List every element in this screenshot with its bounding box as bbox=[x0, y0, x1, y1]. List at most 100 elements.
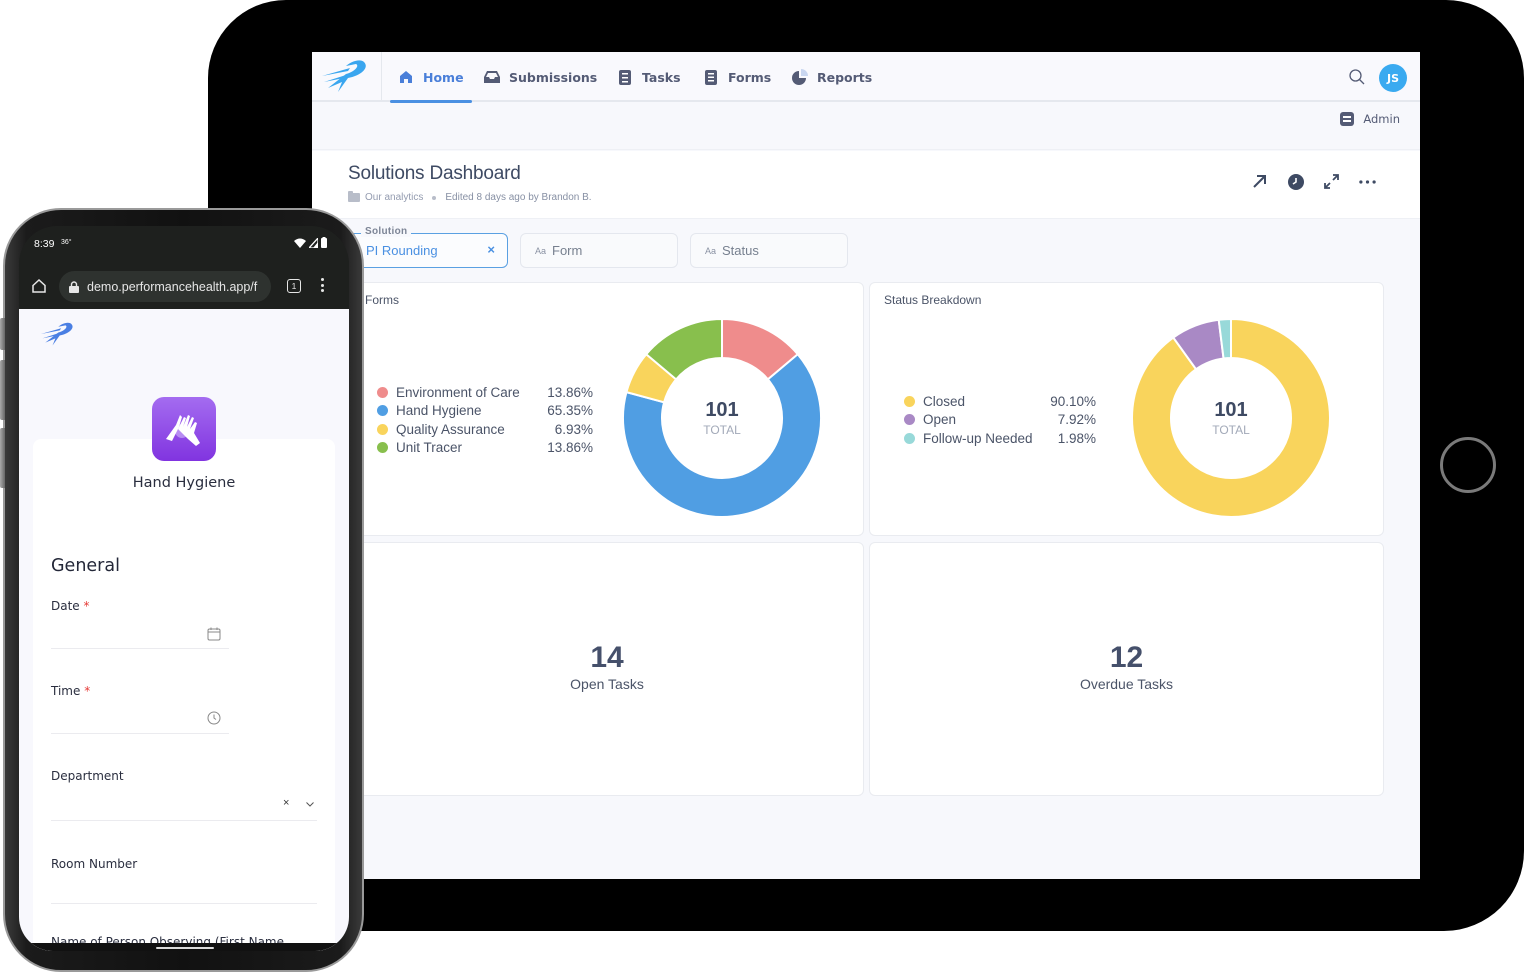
fullscreen-button[interactable] bbox=[1323, 173, 1340, 190]
more-button[interactable] bbox=[1359, 173, 1376, 190]
status-donut-chart[interactable]: 101 TOTAL bbox=[1131, 317, 1331, 518]
home-icon bbox=[398, 69, 414, 85]
legend-item[interactable]: Closed 90.10% bbox=[904, 392, 1096, 411]
donut-total-label: TOTAL bbox=[1212, 423, 1250, 437]
tablet-home-button[interactable] bbox=[1440, 437, 1496, 493]
legend-item[interactable]: Unit Tracer 13.86% bbox=[377, 439, 593, 458]
more-icon bbox=[1359, 179, 1376, 184]
collection-link[interactable]: Our analytics bbox=[365, 192, 424, 203]
nav-submissions-label: Submissions bbox=[509, 69, 598, 85]
department-label: Department bbox=[51, 769, 124, 783]
clear-selection-icon[interactable]: × bbox=[283, 797, 290, 809]
filter-form-placeholder: Form bbox=[552, 243, 583, 258]
legend-item[interactable]: Quality Assurance 6.93% bbox=[377, 420, 593, 439]
status-icons bbox=[294, 237, 327, 248]
share-arrow-icon bbox=[1253, 175, 1266, 188]
history-button[interactable] bbox=[1287, 173, 1304, 190]
phone-side-button[interactable] bbox=[0, 318, 5, 350]
calendar-icon[interactable] bbox=[207, 627, 221, 641]
open-tasks-card[interactable]: 14 Open Tasks bbox=[350, 542, 864, 796]
kpi-label: Overdue Tasks bbox=[1079, 676, 1174, 692]
donut-segment[interactable] bbox=[622, 352, 822, 518]
filter-solution-value: PI Rounding bbox=[366, 243, 438, 258]
time-field[interactable] bbox=[51, 733, 229, 734]
donut-center: 101 TOTAL bbox=[622, 318, 822, 518]
share-button[interactable] bbox=[1251, 173, 1268, 190]
legend-item[interactable]: Environment of Care 13.86% bbox=[377, 383, 593, 402]
nav-tasks[interactable]: Tasks bbox=[617, 52, 681, 102]
legend-item[interactable]: Hand Hygiene 65.35% bbox=[377, 402, 593, 421]
browser-menu-button[interactable] bbox=[321, 278, 324, 292]
clear-filter-icon[interactable]: × bbox=[487, 242, 495, 257]
date-field[interactable] bbox=[51, 648, 229, 649]
text-type-icon: Aa bbox=[535, 245, 547, 256]
legend-item[interactable]: Open 7.92% bbox=[904, 411, 1096, 430]
nav-reports[interactable]: Reports bbox=[792, 52, 872, 102]
admin-label: Admin bbox=[1363, 112, 1400, 126]
tablet-screen: Home Submissions Tasks Forms Reports bbox=[312, 52, 1420, 879]
room-number-label: Room Number bbox=[51, 857, 138, 871]
legend-pct: 65.35% bbox=[547, 403, 593, 419]
kpi-value: 12 bbox=[1109, 641, 1144, 674]
donut-total: 101 bbox=[1214, 399, 1248, 421]
legend-label: Follow-up Needed bbox=[923, 430, 1033, 446]
top-navigation: Home Submissions Tasks Forms Reports bbox=[312, 52, 1420, 103]
legend-dot bbox=[377, 386, 388, 398]
donut-center: 101 TOTAL bbox=[1131, 318, 1331, 518]
text-type-icon: Aa bbox=[705, 245, 717, 256]
phone-screen: 8:39 36° demo.performancehealth.app/f 1 bbox=[19, 226, 349, 951]
filter-form[interactable]: Aa Form bbox=[520, 233, 678, 268]
legend-label: Open bbox=[923, 412, 957, 428]
legend-pct: 90.10% bbox=[1050, 393, 1096, 409]
status-bar: 8:39 36° bbox=[19, 226, 349, 264]
form-page: Hand Hygiene General Date * Time * Depar… bbox=[19, 309, 349, 951]
nav-reports-label: Reports bbox=[817, 69, 873, 85]
legend-dot bbox=[904, 414, 915, 426]
legend-item[interactable]: Follow-up Needed 1.98% bbox=[904, 429, 1096, 448]
browser-toolbar: demo.performancehealth.app/f 1 bbox=[19, 264, 349, 309]
signal-icon bbox=[309, 237, 318, 248]
logo-icon bbox=[321, 60, 366, 92]
nav-forms-label: Forms bbox=[728, 69, 772, 85]
legend-dot bbox=[904, 432, 915, 444]
nav-submissions[interactable]: Submissions bbox=[484, 52, 597, 102]
kpi: 14 Open Tasks bbox=[351, 643, 863, 693]
donut-segment[interactable] bbox=[1217, 317, 1232, 360]
legend-pct: 7.92% bbox=[1057, 412, 1096, 428]
form-title: Hand Hygiene bbox=[132, 475, 236, 491]
edited-info[interactable]: Edited 8 days ago by Brandon B. bbox=[445, 192, 592, 203]
forms-donut-chart[interactable]: 101 TOTAL bbox=[622, 317, 822, 518]
overdue-tasks-card[interactable]: 12 Overdue Tasks bbox=[869, 542, 1384, 796]
app-logo[interactable] bbox=[312, 52, 382, 100]
admin-button[interactable]: Admin bbox=[1340, 112, 1400, 126]
legend-pct: 13.86% bbox=[547, 384, 593, 400]
clock-icon[interactable] bbox=[207, 711, 221, 725]
donut-segment[interactable] bbox=[1131, 317, 1331, 518]
separator-dot bbox=[432, 195, 437, 200]
legend-dot bbox=[377, 405, 388, 417]
form-app-icon bbox=[152, 397, 216, 461]
phone-volume-down[interactable] bbox=[0, 428, 5, 488]
home-indicator[interactable] bbox=[156, 947, 214, 949]
nav-forms[interactable]: Forms bbox=[703, 52, 771, 102]
legend-label: Unit Tracer bbox=[396, 440, 463, 456]
sub-toolbar: Admin bbox=[312, 104, 1420, 150]
battery-icon bbox=[321, 237, 327, 248]
search-button[interactable] bbox=[1348, 68, 1366, 86]
department-select[interactable] bbox=[51, 820, 317, 821]
address-bar[interactable]: demo.performancehealth.app/f bbox=[59, 271, 271, 302]
date-label: Date * bbox=[51, 599, 90, 613]
legend-label: Environment of Care bbox=[396, 384, 520, 400]
phone-volume-up[interactable] bbox=[0, 360, 5, 420]
donut-segment[interactable] bbox=[644, 317, 723, 381]
user-avatar[interactable]: JS bbox=[1379, 64, 1407, 92]
status-legend: Closed 90.10% Open 7.92% Follow-up Needed 1… bbox=[904, 392, 1096, 448]
nav-home[interactable]: Home bbox=[390, 52, 472, 103]
room-number-input[interactable] bbox=[51, 903, 317, 904]
tab-switcher-button[interactable]: 1 bbox=[287, 279, 301, 293]
home-icon[interactable] bbox=[31, 278, 47, 294]
form-card bbox=[33, 439, 335, 951]
filter-status[interactable]: Aa Status bbox=[690, 233, 848, 268]
status-time: 8:39 bbox=[34, 238, 55, 250]
chevron-down-icon[interactable] bbox=[306, 802, 314, 807]
